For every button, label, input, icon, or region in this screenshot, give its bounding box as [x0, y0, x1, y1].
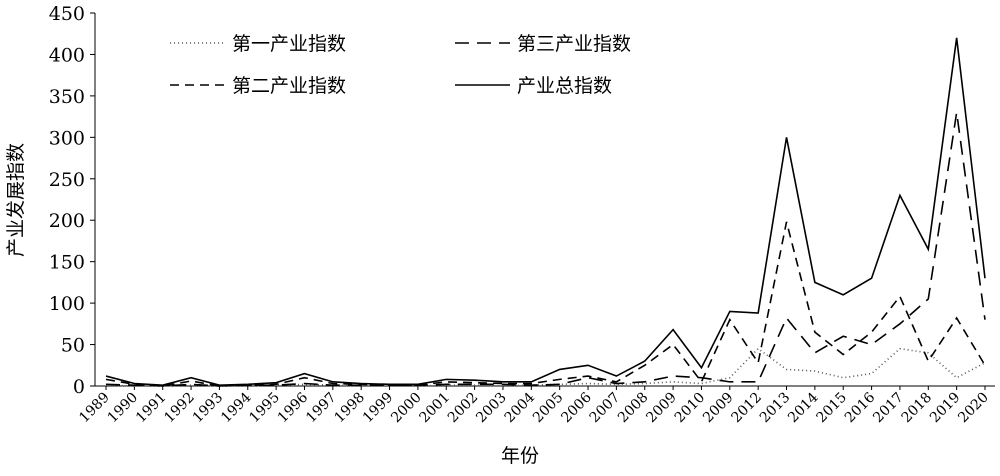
x-tick-label: 2010 [672, 390, 709, 427]
x-tick-label: 1996 [275, 389, 312, 426]
x-tick-label: 1990 [105, 390, 142, 427]
x-tick-label: 1992 [161, 390, 198, 427]
y-tick-label: 450 [49, 3, 85, 25]
y-tick-label: 200 [49, 210, 85, 232]
y-tick-label: 250 [49, 169, 85, 191]
x-tick-label: 2003 [473, 390, 510, 427]
x-tick-label: 2014 [785, 389, 822, 426]
y-axis-title: 产业发展指数 [5, 143, 27, 257]
y-tick-label: 350 [49, 86, 85, 108]
x-tick-label: 2015 [814, 390, 851, 427]
legend-label: 第一产业指数 [232, 33, 346, 55]
x-tick-label: 2019 [927, 390, 964, 427]
y-tick-label: 150 [49, 252, 85, 274]
x-tick-label: 2009 [700, 390, 737, 427]
x-tick-label: 2013 [757, 390, 794, 427]
x-tick-label: 1995 [246, 390, 283, 427]
x-tick-label: 2018 [899, 390, 936, 427]
series-line [105, 347, 986, 387]
x-axis-title: 年份 [501, 445, 539, 467]
series-line [105, 37, 986, 386]
y-tick-label: 100 [49, 293, 85, 315]
legend-label: 产业总指数 [517, 75, 612, 97]
y-tick-label: 50 [61, 335, 85, 357]
x-tick-label: 2002 [445, 390, 482, 427]
x-tick-label: 2004 [502, 389, 539, 426]
x-tick-label: 2008 [615, 390, 652, 427]
legend-label: 第三产业指数 [517, 33, 631, 55]
series-line [105, 221, 986, 387]
x-tick-label: 2005 [530, 390, 567, 427]
x-tick-label: 1991 [133, 390, 170, 427]
x-tick-label: 1997 [303, 390, 340, 427]
x-tick-label: 1993 [190, 390, 227, 427]
x-tick-label: 2020 [955, 390, 992, 427]
x-tick-label: 2000 [388, 390, 425, 427]
x-tick-label: 2017 [870, 390, 907, 427]
series-line [105, 112, 986, 387]
x-tick-label: 1999 [360, 390, 397, 427]
x-tick-label: 2016 [842, 389, 879, 426]
y-tick-label: 0 [73, 376, 85, 398]
x-tick-label: 2001 [417, 390, 454, 427]
y-tick-label: 400 [49, 44, 85, 66]
x-tick-label: 1998 [332, 390, 369, 427]
x-tick-label: 2006 [558, 389, 595, 426]
x-tick-label: 2012 [728, 390, 765, 427]
legend-label: 第二产业指数 [232, 75, 346, 97]
x-tick-label: 2007 [587, 390, 624, 427]
y-tick-label: 300 [49, 127, 85, 149]
x-tick-label: 2009 [643, 390, 680, 427]
x-tick-label: 1994 [218, 389, 255, 426]
